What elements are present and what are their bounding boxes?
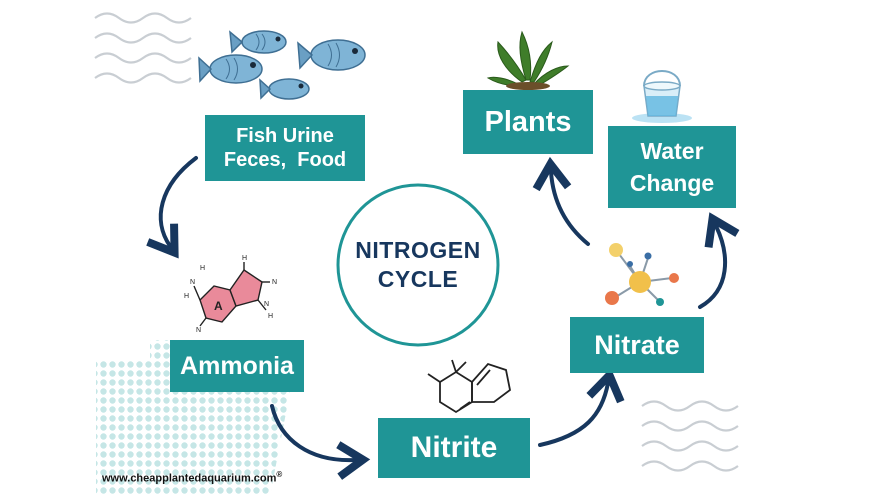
plants-box: Plants <box>463 90 593 154</box>
water-change-box: Water Change <box>608 126 736 208</box>
water-bucket-icon <box>632 70 692 123</box>
registered-mark: ® <box>276 470 283 479</box>
cycle-arrows <box>146 156 740 480</box>
atom-label: H <box>242 255 247 262</box>
nitrate-label: Nitrate <box>594 329 680 360</box>
arrow-fish-to-ammonia <box>146 156 198 259</box>
water-change-line2: Change <box>629 170 715 196</box>
arrow-ammonia-to-nitrite <box>270 404 371 480</box>
atom-label: N <box>272 279 277 286</box>
center-title-line1: NITROGEN <box>355 237 481 263</box>
fish-waste-line1: Fish Urine <box>236 125 334 147</box>
atom-label: N <box>196 327 201 334</box>
atom-label: H <box>200 265 205 272</box>
website-url: www.cheapplantedaquarium.com <box>102 472 277 485</box>
ammonia-molecule-icon <box>193 262 270 327</box>
nitrate-molecule-icon <box>605 243 679 306</box>
atom-label: H <box>184 293 189 300</box>
molecule-ring-label: A <box>214 299 223 313</box>
plants-label: Plants <box>484 105 572 138</box>
atom-label: H <box>268 313 273 320</box>
water-change-line1: Water <box>640 138 704 164</box>
plant-icon <box>486 30 570 90</box>
fish-waste-line2: Feces, Food <box>223 149 347 171</box>
center-title-line2: CYCLE <box>377 266 459 292</box>
arrow-nitrate-to-plants <box>532 156 590 246</box>
wave-decoration-bottom-right <box>641 400 739 472</box>
center-circle <box>336 183 500 347</box>
nitrite-molecule-icon <box>427 359 511 414</box>
atom-label: N <box>264 301 269 308</box>
wave-decoration-top-left <box>94 12 192 84</box>
website-credit: www.cheapplantedaquarium.com® <box>102 470 282 485</box>
nitrite-label: Nitrite <box>410 431 498 464</box>
fish-icon <box>198 30 366 100</box>
arrow-nitrite-to-nitrate <box>538 368 625 447</box>
center-title: NITROGEN CYCLE <box>335 190 501 340</box>
atom-label: N <box>190 279 195 286</box>
ammonia-box: Ammonia <box>170 340 304 392</box>
nitrate-box: Nitrate <box>570 317 704 373</box>
ammonia-label: Ammonia <box>180 351 294 380</box>
nitrite-box: Nitrite <box>378 418 530 478</box>
fish-waste-box: Fish Urine Feces, Food <box>205 115 365 181</box>
ammonia-molecule-atoms: N N H H H N H N <box>184 255 277 334</box>
arrow-nitrate-to-water <box>698 212 740 309</box>
